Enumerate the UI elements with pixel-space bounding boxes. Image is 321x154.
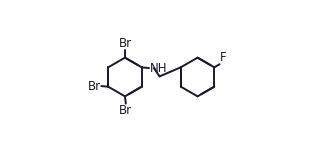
Text: Br: Br <box>119 104 132 117</box>
Text: F: F <box>220 51 227 64</box>
Text: NH: NH <box>150 62 167 75</box>
Text: Br: Br <box>87 80 100 93</box>
Text: Br: Br <box>118 37 132 50</box>
